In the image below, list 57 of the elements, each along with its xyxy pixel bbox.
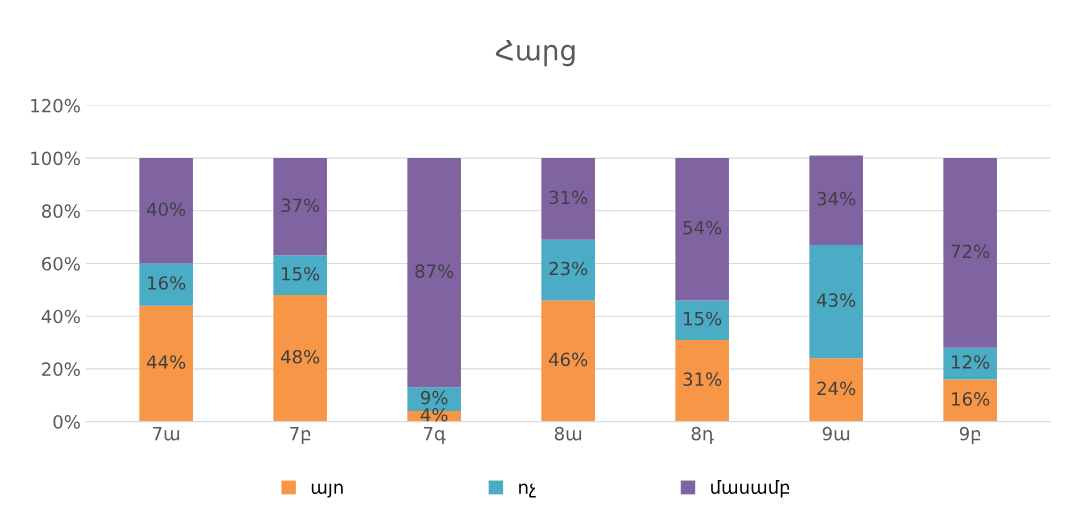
bar	[809, 155, 863, 246]
y-tick-label: 120%	[31, 98, 80, 113]
data-label: 43%	[816, 293, 856, 307]
data-label: 87%	[415, 264, 454, 278]
bar	[943, 379, 997, 422]
y-tick-label: 80%	[41, 204, 80, 218]
bar	[407, 158, 461, 388]
legend-label: ոչ	[519, 483, 536, 498]
data-label: 16%	[952, 392, 990, 406]
data-label: 72%	[951, 244, 990, 259]
x-tick-label: 8ա	[554, 426, 582, 441]
bar	[541, 239, 595, 301]
data-label: 4%	[420, 407, 448, 422]
bar	[139, 158, 193, 264]
bar	[675, 158, 729, 301]
x-tick-label: 9ա	[822, 426, 850, 441]
x-tick-label: 7գ	[423, 427, 446, 444]
x-tick-label: 9բ	[959, 426, 981, 444]
y-tick-label: 20%	[42, 362, 80, 377]
bar	[273, 255, 327, 296]
y-tick-label: 100%	[31, 151, 80, 166]
bar	[273, 158, 327, 256]
bar	[541, 300, 595, 422]
data-label: 40%	[146, 202, 186, 217]
legend-label: մասամբ	[711, 480, 790, 498]
x-tick-label: 7բ	[290, 427, 311, 444]
data-label: 46%	[548, 352, 588, 367]
data-label: 15%	[282, 266, 320, 281]
data-label: 31%	[549, 190, 588, 205]
x-tick-label: 8դ	[691, 426, 714, 444]
legend-label: այո	[311, 483, 343, 498]
data-label: 9%	[420, 390, 448, 405]
x-tick-label: 7ա	[153, 427, 180, 441]
data-label: 15%	[684, 311, 722, 326]
bar	[809, 358, 863, 422]
bar	[675, 339, 729, 422]
data-label: 24%	[817, 381, 856, 396]
bar	[541, 158, 595, 240]
data-label: 12%	[952, 355, 990, 369]
bar	[139, 263, 193, 306]
data-label: 37%	[281, 198, 320, 213]
data-label: 23%	[549, 261, 588, 276]
data-label: 34%	[817, 191, 856, 206]
data-label: 54%	[683, 220, 722, 235]
data-label: 48%	[280, 349, 320, 364]
data-label: 16%	[148, 276, 186, 290]
bar	[809, 245, 863, 359]
chart-title: Հարց	[495, 40, 575, 67]
data-label: 31%	[683, 372, 722, 386]
bar	[943, 158, 997, 348]
bar	[675, 300, 729, 340]
y-tick-label: 60%	[42, 256, 80, 271]
y-tick-label: 40%	[41, 309, 80, 324]
bar	[139, 305, 193, 422]
bar	[273, 295, 327, 422]
data-label: 44%	[146, 355, 186, 369]
y-tick-label: 0%	[53, 415, 80, 429]
